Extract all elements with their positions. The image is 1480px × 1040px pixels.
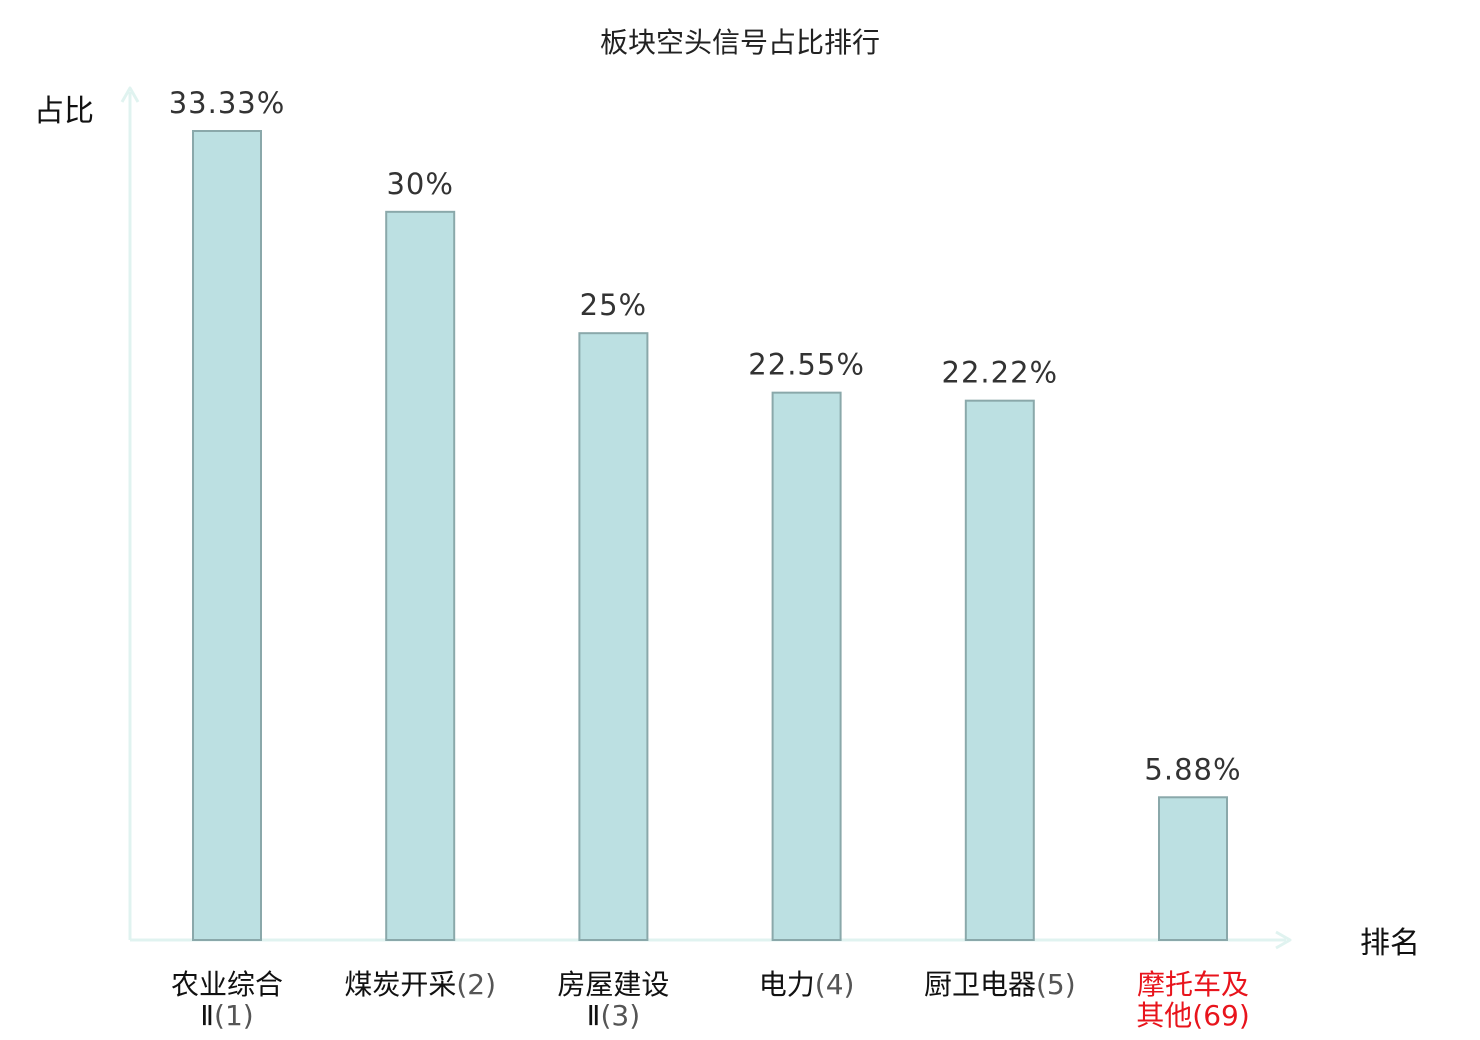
bar-3 <box>578 332 649 941</box>
value-labels: 33.33% 30% 25% 22.55% 22.22% 5.88% <box>169 86 1241 786</box>
category-label-line: Ⅱ(1) <box>200 999 253 1032</box>
category-label-4: 电力(4) <box>759 968 855 1001</box>
chart-title: 板块空头信号占比排行 <box>600 26 880 59</box>
category-label-line: Ⅱ(3) <box>587 999 640 1032</box>
category-label-line: 厨卫电器(5) <box>924 968 1076 1001</box>
category-label-line: 电力(4) <box>759 968 855 1001</box>
bars <box>192 130 1228 942</box>
x-axis-label: 排名 <box>1360 926 1420 961</box>
axes <box>120 86 1292 950</box>
category-label-line: 其他(69) <box>1136 999 1250 1032</box>
category-label-line: 煤炭开采(2) <box>344 968 496 1001</box>
category-label-line: 农业综合 <box>171 968 283 1001</box>
bar-4 <box>771 391 842 942</box>
x-axis-arrow <box>1275 930 1292 950</box>
category-label-line: 摩托车及 <box>1137 968 1249 1001</box>
bar-5 <box>964 399 1035 941</box>
value-label-3: 25% <box>580 288 647 322</box>
value-label-1: 33.33% <box>169 86 286 120</box>
y-axis-arrow <box>120 86 140 103</box>
category-label-2: 煤炭开采(2) <box>344 968 496 1001</box>
bar-1 <box>192 130 262 941</box>
value-label-4: 22.55% <box>748 348 865 382</box>
bar-2 <box>385 210 456 941</box>
value-label-2: 30% <box>386 167 453 201</box>
category-label-5: 厨卫电器(5) <box>924 968 1076 1001</box>
y-axis-label: 占比 <box>34 94 94 129</box>
value-label-5: 22.22% <box>942 356 1059 390</box>
bar-6 <box>1158 796 1228 942</box>
category-label-line: 房屋建设 <box>557 968 669 1001</box>
value-label-6: 5.88% <box>1144 752 1241 786</box>
